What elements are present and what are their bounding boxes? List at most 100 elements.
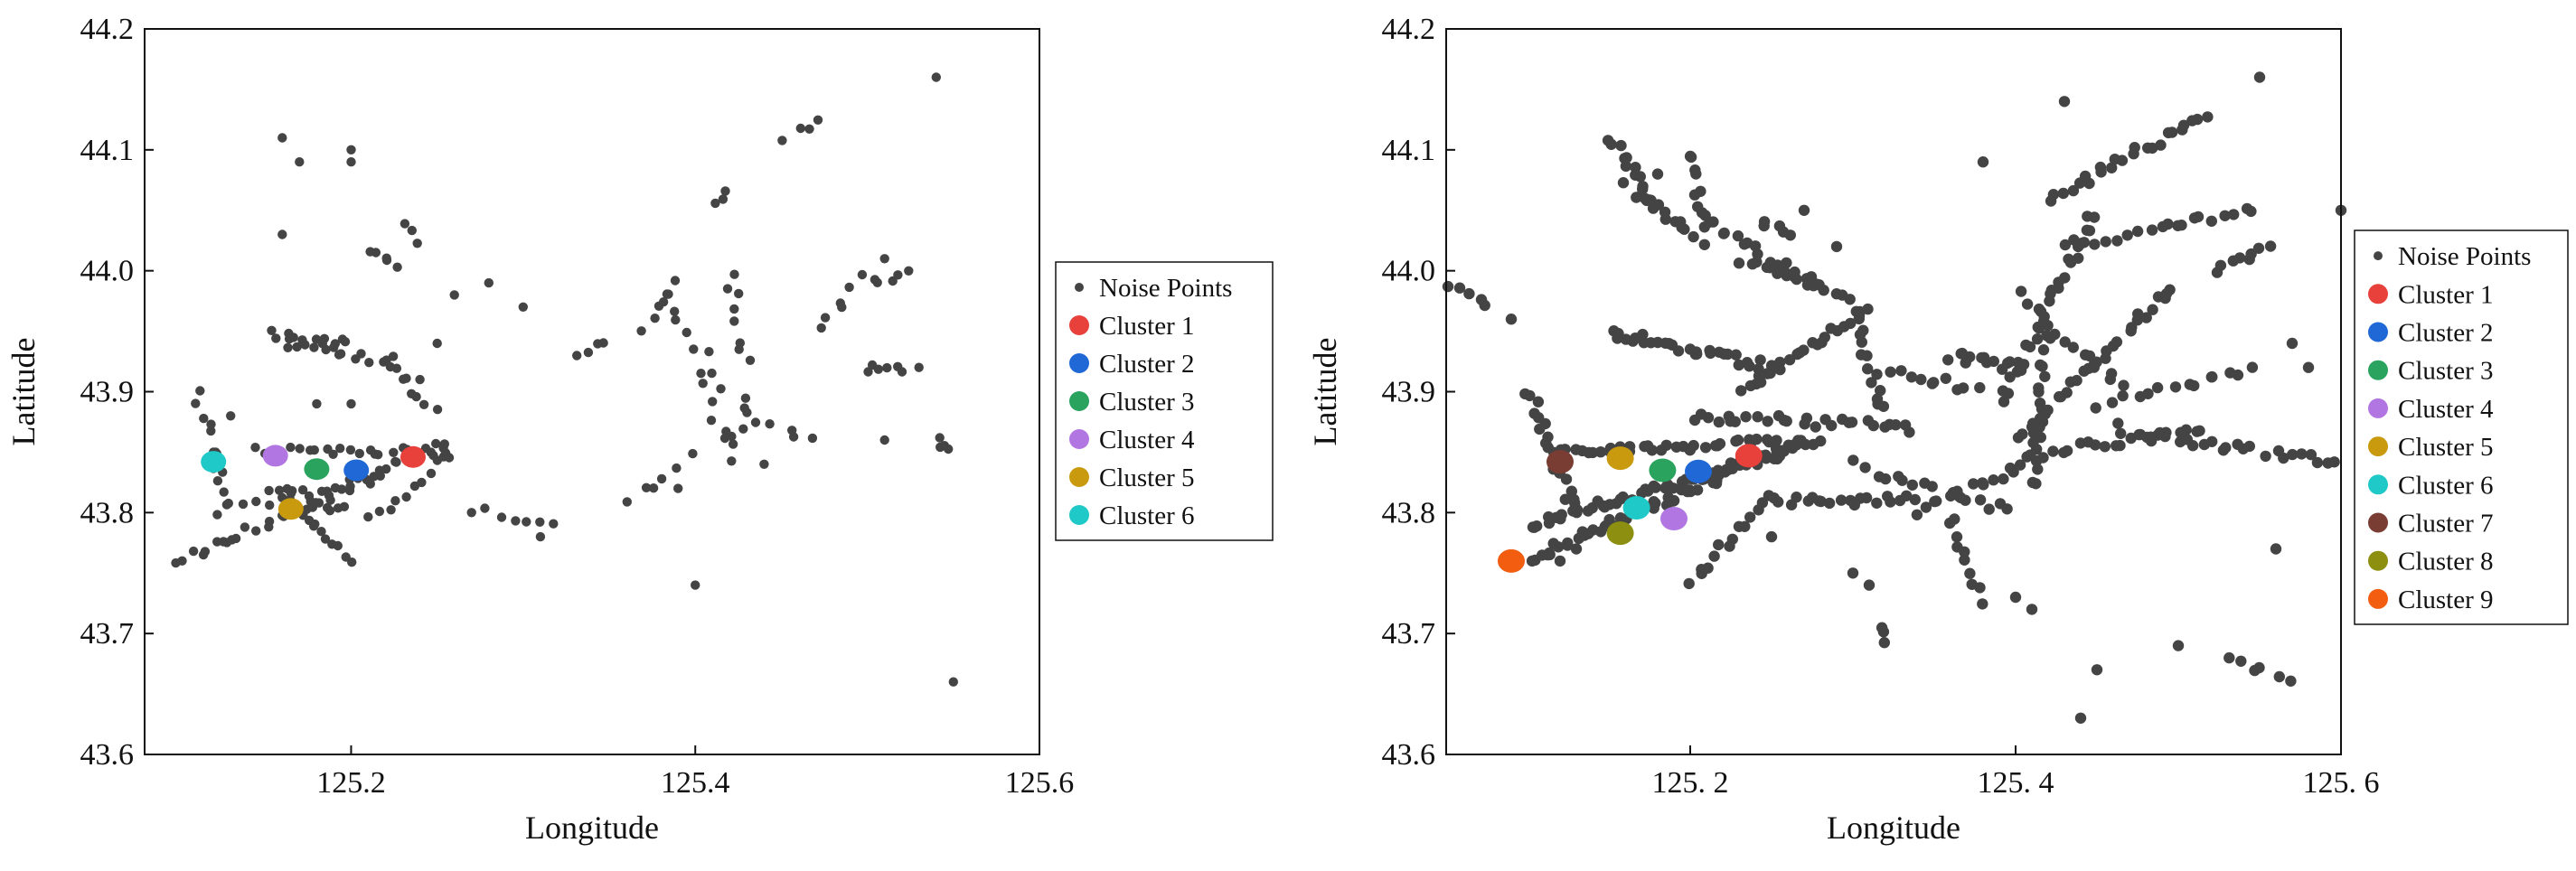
noise-point [1931,495,1942,507]
noise-point [1569,497,1581,509]
chart-right: 43.6 43.7 43.8 43.9 44.0 44.1 44.2 125. 2 125. 4… [1307,13,2569,846]
noise-point [1940,372,1951,384]
legend: Noise Points Cluster 1 Cluster 2 Cluster 3 C… [1055,261,1274,541]
noise-point [2145,431,2157,443]
noise-point [1810,421,1821,433]
x-tick-label: 125. 6 [2303,766,2380,800]
noise-point [1904,426,1915,438]
y-tick-label: 44.2 [1382,13,1436,46]
noise-point [195,386,205,396]
noise-point [1672,345,1685,357]
cluster-markers [1498,444,1763,573]
noise-point [759,459,769,469]
noise-point [1974,582,1986,594]
y-tick-label: 43.8 [80,496,135,529]
noise-point [1791,273,1802,286]
legend-label: Cluster 9 [2398,585,2494,614]
noise-point [2305,449,2317,461]
noise-point [1726,533,1739,545]
noise-point [308,521,319,531]
chart-left: 43.6 43.7 43.8 43.9 44.0 44.1 44.2 125.2 125.4 12… [5,13,1274,846]
noise-point [1800,412,1813,424]
noise-point [1760,453,1772,464]
cluster-1-marker [1735,444,1763,468]
cluster-1-marker [400,445,426,468]
noise-point [2192,211,2205,223]
noise-point [2115,427,2127,439]
legend-swatch [1069,391,1089,411]
noise-point [1652,199,1665,211]
noise-point [572,351,582,361]
noise-point [696,369,706,379]
noise-point [2068,234,2080,246]
noise-point [765,419,775,429]
legend-swatch [1069,353,1089,373]
legend-label: Cluster 4 [2398,395,2494,424]
noise-point [522,517,531,527]
y-axis-title: Latitude [5,338,42,446]
noise-point [1753,370,1765,382]
noise-point [1862,303,1874,315]
legend-swatch [2368,550,2388,571]
noise-point [2202,111,2214,123]
noise-point [1744,361,1755,372]
noise-point [1844,294,1856,305]
noise-point [1479,299,1490,312]
noise-point [320,534,331,544]
noise-point [389,447,399,457]
noise-point [2235,655,2247,667]
noise-point [1823,497,1836,510]
legend-box [1055,261,1274,541]
noise-point [295,157,305,167]
noise-point [240,522,250,532]
noise-point [672,463,682,473]
noise-point [2059,272,2071,284]
noise-point [1684,150,1697,163]
noise-point [1862,363,1874,375]
noise-point [2253,661,2265,674]
noise-point [1998,396,2010,407]
noise-point [820,313,831,323]
legend-noise-swatch [1075,283,1084,292]
noise-point [2026,604,2038,615]
noise-point [336,484,347,494]
y-tick-label: 43.9 [1382,376,1436,409]
noise-point [2328,456,2340,468]
y-tick-label: 43.6 [1382,738,1436,772]
x-tick-label: 125.4 [661,766,730,800]
cluster-3-marker [304,458,330,481]
noise-point [813,115,823,125]
noise-point [2278,452,2289,464]
y-tick-label: 44.1 [1382,134,1436,167]
noise-point [2260,450,2271,463]
noise-point [1977,477,1988,489]
noise-point [2012,356,2025,369]
noise-point [2194,425,2205,436]
legend-label: Cluster 8 [2398,548,2494,576]
noise-point [2117,389,2129,402]
cluster-2-marker [343,459,370,482]
noise-point [400,219,410,229]
noise-point [2111,336,2123,348]
legend-noise-label: Noise Points [2398,242,2531,271]
noise-point [2100,236,2111,248]
noise-point [251,526,261,536]
legend-swatch [2368,360,2388,380]
noise-point [2233,252,2246,264]
noise-point [221,500,232,510]
noise-point [1905,371,1918,383]
noise-point [2033,382,2045,394]
noise-point [2063,253,2074,265]
noise-point [265,500,275,510]
y-tick-label: 43.9 [80,376,135,409]
noise-point [1765,530,1778,543]
noise-point [1651,168,1664,180]
noise-point [1764,367,1776,379]
noise-point [2146,224,2158,236]
noise-point [1762,416,1773,427]
noise-point [2061,445,2073,457]
noise-point [1690,168,1702,180]
noise-point [219,487,229,497]
legend-swatch [1069,505,1089,525]
noise-point [306,496,315,507]
